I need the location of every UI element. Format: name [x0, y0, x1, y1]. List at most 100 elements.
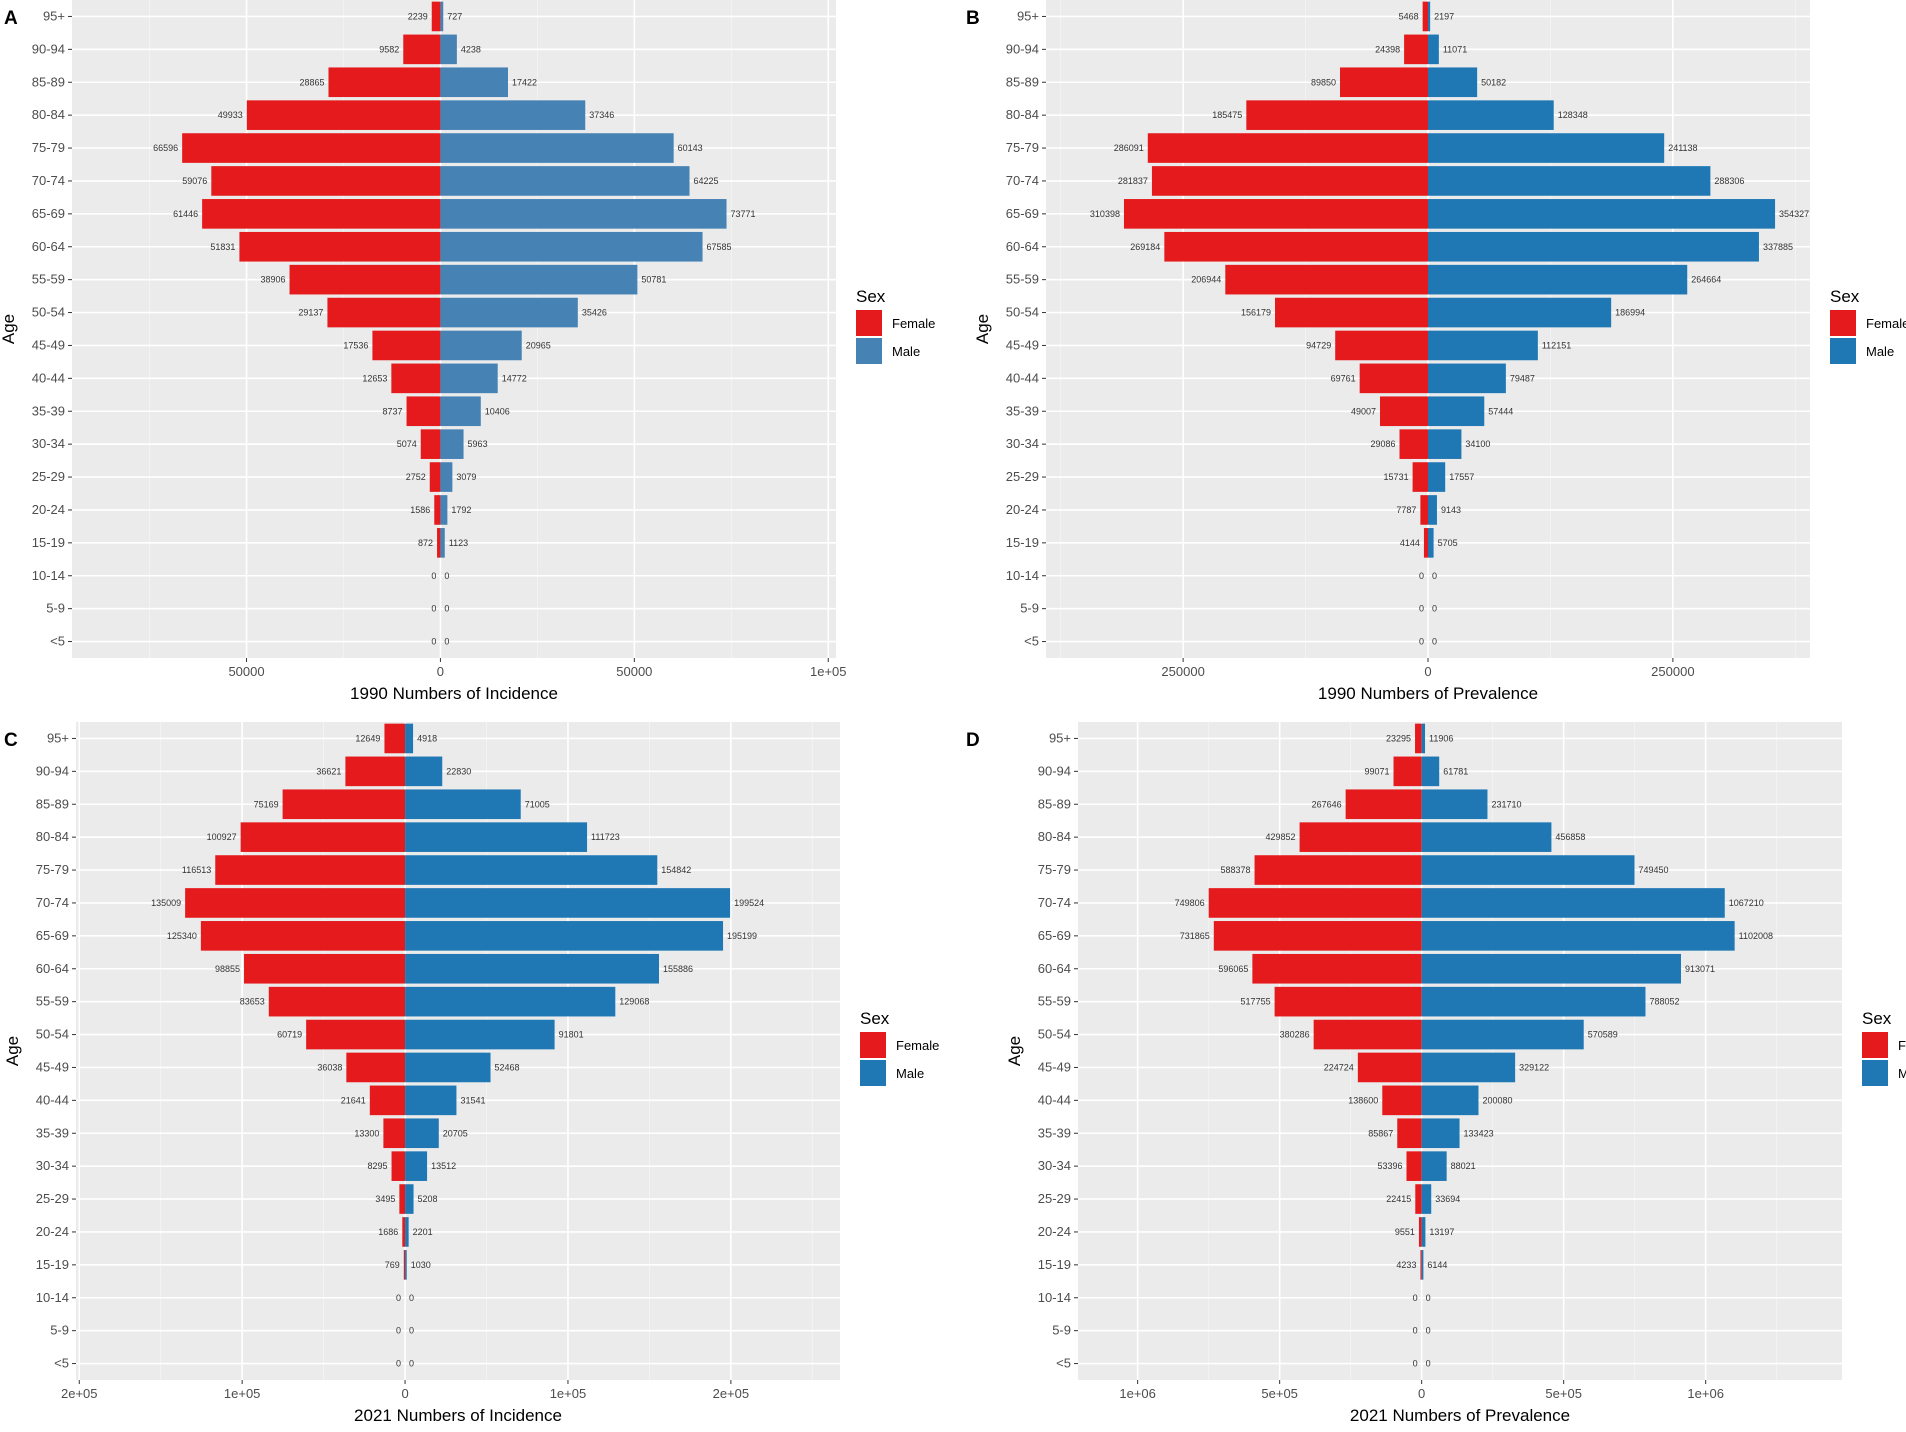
bar-male-70-74 — [1421, 888, 1725, 918]
value-label-female-25-29: 15731 — [1384, 472, 1409, 482]
value-label-female-65-69: 125340 — [167, 931, 197, 941]
value-label-female-55-59: 83653 — [240, 997, 265, 1007]
bar-male-20-24 — [1421, 1217, 1426, 1247]
y-tick-label-30-34: 30-34 — [32, 436, 65, 451]
y-tick-label-20-24: 20-24 — [32, 502, 65, 517]
bar-female-95 — [431, 1, 441, 32]
bar-female-45-49 — [346, 1052, 406, 1083]
y-tick-label-90-94: 90-94 — [32, 41, 65, 56]
bar-female-15-19 — [1423, 528, 1428, 558]
y-tick-label-25-29: 25-29 — [32, 469, 65, 484]
value-label-male-45-49: 112151 — [1542, 340, 1571, 350]
value-label-male-60-64: 913071 — [1685, 964, 1715, 974]
value-label-male-85-89: 17422 — [512, 77, 537, 87]
bar-female-25-29 — [429, 462, 441, 492]
bar-male-35-39 — [1421, 1118, 1460, 1149]
legend-key-male — [856, 338, 882, 364]
legend-key-female — [856, 310, 882, 336]
legend-title: Sex — [1830, 287, 1860, 306]
value-label-female-25-29: 22415 — [1386, 1194, 1411, 1204]
bar-male-95 — [440, 1, 444, 32]
value-label-female-30-34: 8295 — [368, 1161, 388, 1171]
y-tick-label-60-64: 60-64 — [1006, 239, 1039, 254]
panel-d-prevalence-2021: 0 0 <5 0 0 5-9 0 0 10-14 4233 6144 15-19 9551 13197 20… — [962, 722, 1906, 1432]
bar-female-75-79 — [215, 855, 406, 885]
legend-title: Sex — [856, 287, 886, 306]
y-tick-label-60-64: 60-64 — [36, 961, 69, 976]
bar-male-30-34 — [440, 429, 464, 459]
bar-male-65-69 — [440, 199, 727, 229]
value-label-female-35-39: 49007 — [1351, 406, 1376, 416]
value-label-male-60-64: 155886 — [663, 964, 693, 974]
bar-male-40-44 — [1428, 363, 1506, 394]
x-tick-label: 250000 — [1161, 664, 1204, 679]
y-tick-label-75-79: 75-79 — [1038, 862, 1071, 877]
value-label-male-95: 727 — [447, 11, 462, 21]
x-tick-label: 2e+05 — [713, 1386, 750, 1401]
y-tick-label-25-29: 25-29 — [1038, 1191, 1071, 1206]
value-label-female-45-49: 94729 — [1306, 340, 1331, 350]
bar-male-15-19 — [1421, 1250, 1424, 1280]
bar-male-45-49 — [1428, 330, 1538, 361]
value-label-female-20-24: 1586 — [410, 505, 430, 515]
bar-male-50-54 — [1421, 1019, 1584, 1050]
y-tick-label-85-89: 85-89 — [1038, 796, 1071, 811]
y-tick-label-65-69: 65-69 — [1006, 206, 1039, 221]
legend-title: Sex — [860, 1009, 890, 1028]
value-label-male-15-19: 1030 — [411, 1260, 431, 1270]
value-label-male-65-69: 73771 — [731, 209, 756, 219]
y-tick-label-5-9: 5-9 — [1020, 601, 1039, 616]
bar-female-65-69 — [1123, 199, 1428, 229]
value-label-male-35-39: 57444 — [1488, 406, 1513, 416]
value-label-male-60-64: 337885 — [1763, 242, 1793, 252]
panel-letter: A — [4, 8, 18, 29]
value-label-female-95: 5468 — [1399, 11, 1419, 21]
value-label-female-75-79: 588378 — [1221, 865, 1251, 875]
legend-label-female: Female — [1898, 1038, 1906, 1053]
bar-female-35-39 — [1397, 1118, 1422, 1149]
plot-background — [1078, 722, 1842, 1380]
legend-label-male: Male — [896, 1066, 924, 1081]
bar-male-55-59 — [440, 264, 638, 295]
y-tick-label-55-59: 55-59 — [36, 994, 69, 1009]
value-label-male-70-74: 1067210 — [1729, 898, 1764, 908]
y-tick-label-40-44: 40-44 — [1006, 370, 1039, 385]
bar-female-95 — [1422, 1, 1428, 32]
bar-female-80-84 — [246, 100, 441, 130]
value-label-male-55-59: 264664 — [1691, 275, 1721, 285]
bar-female-70-74 — [1151, 166, 1428, 196]
bar-male-55-59 — [1421, 986, 1646, 1017]
value-label-male-20-24: 9143 — [1441, 505, 1461, 515]
bar-female-85-89 — [328, 67, 441, 98]
bar-male-15-19 — [440, 528, 445, 558]
value-label-female-95: 2239 — [408, 11, 428, 21]
value-label-female-75-79: 66596 — [153, 143, 178, 153]
value-label-male-55-59: 50781 — [641, 275, 666, 285]
y-tick-label-85-89: 85-89 — [1006, 74, 1039, 89]
bar-female-60-64 — [1164, 231, 1428, 262]
value-label-female-90-94: 9582 — [379, 44, 399, 54]
legend-title: Sex — [1862, 1009, 1892, 1028]
y-tick-label-15-19: 15-19 — [1038, 1257, 1071, 1272]
value-label-male-20-24: 13197 — [1429, 1227, 1454, 1237]
value-label-female-80-84: 100927 — [207, 832, 237, 842]
y-axis-title: Age — [0, 314, 18, 344]
bar-male-40-44 — [440, 363, 498, 394]
x-axis-title: 1990 Numbers of Incidence — [350, 684, 558, 703]
y-tick-label-10-14: 10-14 — [1038, 1290, 1071, 1305]
value-label-female-50-54: 156179 — [1241, 308, 1271, 318]
value-label-female-30-34: 53396 — [1377, 1161, 1402, 1171]
bar-female-90-94 — [1404, 34, 1428, 65]
y-tick-label-35-39: 35-39 — [1038, 1125, 1071, 1140]
y-axis-title: Age — [973, 314, 992, 344]
value-label-female-10-14: 0 — [431, 571, 436, 581]
value-label-male-70-74: 199524 — [734, 898, 764, 908]
bar-female-60-64 — [239, 231, 441, 262]
bar-female-20-24 — [1418, 1217, 1422, 1247]
value-label-male-35-39: 133423 — [1464, 1128, 1494, 1138]
value-label-female-65-69: 61446 — [173, 209, 198, 219]
value-label-male-45-49: 329122 — [1519, 1062, 1549, 1072]
value-label-female-25-29: 2752 — [406, 472, 426, 482]
bar-male-65-69 — [405, 921, 724, 951]
value-label-male-30-34: 88021 — [1451, 1161, 1476, 1171]
